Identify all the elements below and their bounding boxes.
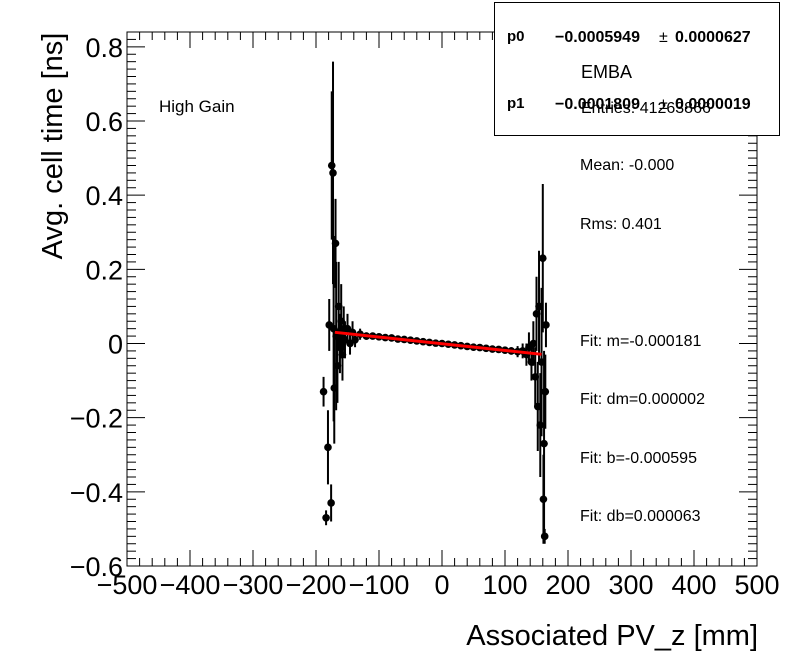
stats-mean: Mean: -0.000 [580, 157, 675, 174]
data-point [338, 350, 347, 359]
x-tick-label: 300 [608, 570, 653, 600]
data-point [331, 239, 340, 248]
p1-name: p1 [507, 95, 525, 112]
x-tick-label: 100 [482, 570, 527, 600]
data-point [337, 317, 346, 326]
stats-entries: Entries: 41263866 [581, 100, 711, 117]
annotation-high-gain: High Gain [159, 97, 235, 116]
x-tick-label: 0 [434, 570, 449, 600]
x-tick-label: −400 [160, 570, 221, 600]
stats-fit-m: Fit: m=-0.000181 [580, 332, 702, 350]
data-point [533, 402, 542, 411]
stats-rms: Rms: 0.401 [580, 215, 662, 233]
data-point [539, 495, 548, 504]
y-axis-label: Avg. cell time [ns] [37, 32, 69, 260]
y-tick-label: 0.6 [85, 107, 123, 137]
data-point [351, 335, 359, 344]
data-point [327, 499, 335, 507]
p1-value: −0.0001809 [555, 96, 640, 113]
x-axis-label: Associated PV_z [mm] [466, 620, 758, 652]
data-point [536, 421, 545, 429]
p0-name: p0 [507, 28, 525, 45]
data-point [537, 358, 546, 366]
x-tick-label: −300 [223, 570, 284, 600]
data-point [329, 169, 337, 177]
stats-fit-dm: Fit: dm=0.000002 [580, 391, 705, 408]
data-point [324, 443, 332, 452]
stats-title: EMBA [581, 62, 633, 82]
p0-error: 0.0000627 [675, 29, 751, 46]
y-tick-label: 0.2 [85, 255, 123, 285]
data-point [529, 339, 538, 348]
data-point [330, 384, 339, 392]
data-point [540, 532, 549, 541]
x-tick-label: −500 [97, 570, 158, 600]
x-tick-label: 400 [671, 570, 716, 600]
data-point [333, 361, 342, 370]
data-point [329, 324, 338, 333]
p0-pm: ± [659, 29, 668, 46]
x-tick-label: −100 [349, 570, 410, 600]
y-tick-label: −0.4 [70, 478, 123, 508]
data-point [540, 439, 548, 448]
x-tick-label: 200 [545, 570, 590, 600]
data-point [332, 332, 340, 340]
data-point [542, 321, 550, 329]
p0-value: −0.0005949 [555, 29, 640, 46]
data-point [539, 254, 547, 263]
data-point [535, 302, 543, 311]
x-tick-label: 500 [734, 570, 779, 600]
x-tick-label: −200 [286, 570, 347, 600]
y-tick-label: −0.6 [70, 552, 123, 582]
data-point [334, 302, 343, 311]
y-tick-label: 0.8 [85, 33, 123, 63]
y-tick-label: −0.2 [70, 404, 123, 434]
data-point [532, 310, 541, 318]
stats-lines: Mean: -0.000 Rms: 0.401 Fit: m=-0.000181… [580, 117, 705, 546]
fit-results-box: p0 −0.0005949 ± 0.0000627 p1 −0.0001809 … [494, 2, 780, 136]
stats-fit-b: Fit: b=-0.000595 [580, 449, 697, 467]
y-axis-tick-labels: −0.6 −0.4 −0.2 0 0.2 0.4 0.6 0.8 [70, 33, 123, 582]
y-tick-label: 0 [108, 330, 123, 360]
data-point [327, 161, 336, 170]
stats-blank [580, 273, 705, 293]
fit-line [334, 330, 542, 356]
data-point [541, 387, 550, 396]
data-point [322, 513, 330, 522]
data-point [531, 373, 540, 381]
stats-fit-db: Fit: db=0.000063 [580, 508, 701, 525]
x-axis-tick-labels: −500 −400 −300 −200 −100 0 100 200 300 400 500 [97, 570, 780, 600]
p1-error: 0.0000019 [675, 96, 751, 113]
data-point [527, 358, 536, 366]
p1-pm: ± [659, 96, 668, 113]
y-tick-label: 0.4 [85, 181, 123, 211]
data-point [319, 387, 328, 396]
